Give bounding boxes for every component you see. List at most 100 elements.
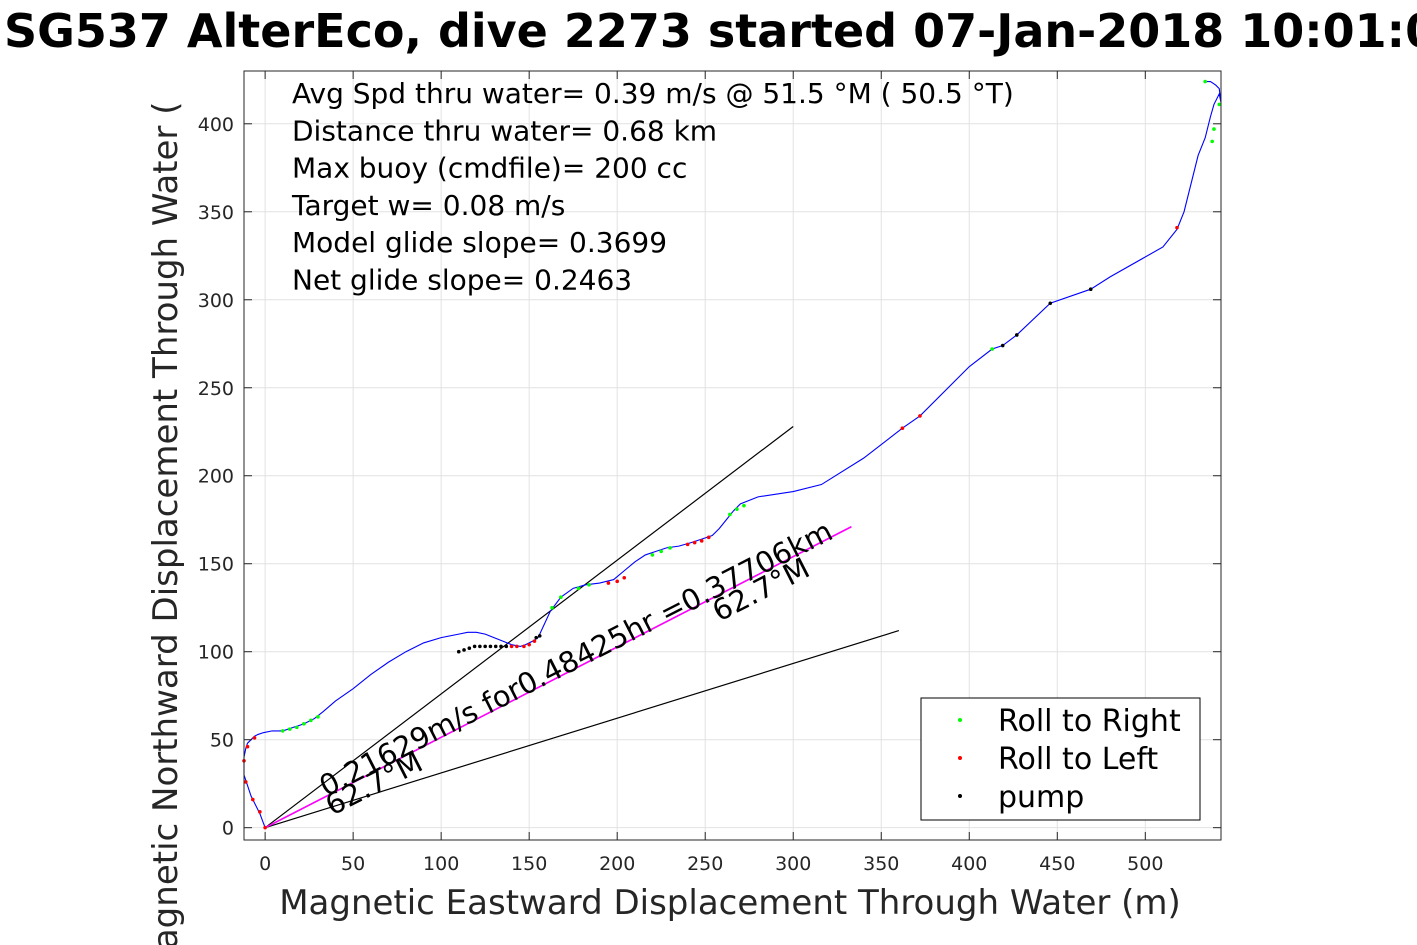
point-roll-to-left <box>699 539 704 543</box>
x-tick-label: 100 <box>423 853 459 875</box>
legend-box <box>920 697 1201 821</box>
annotation-block: Avg Spd thru water= 0.39 m/s @ 51.5 °M (… <box>291 77 1014 297</box>
annotation-line: Distance thru water= 0.68 km <box>292 114 717 147</box>
point-pump <box>534 635 539 640</box>
y-tick-label: 0 <box>222 818 234 840</box>
legend-marker <box>958 794 962 798</box>
legend-label: Roll to Right <box>998 704 1181 739</box>
y-tick-label: 400 <box>198 114 234 136</box>
series-group <box>242 79 1222 830</box>
point-roll-to-left <box>252 736 257 740</box>
point-roll-to-left <box>1175 225 1179 230</box>
reference-lines <box>264 425 900 829</box>
point-roll-to-left <box>245 744 250 749</box>
point-roll-to-right <box>587 583 591 587</box>
legend-label: Roll to Left <box>998 742 1158 777</box>
y-axis-label: Magnetic Northward Displacement Through … <box>146 102 186 945</box>
point-roll-to-right <box>728 512 732 517</box>
point-roll-to-right <box>576 586 581 591</box>
point-roll-to-right <box>668 546 672 550</box>
point-pump <box>483 644 487 649</box>
legend-label: pump <box>998 780 1084 815</box>
legend-marker <box>958 756 962 760</box>
point-roll-to-left <box>532 639 537 643</box>
point-roll-to-right <box>1210 139 1214 144</box>
point-roll-to-right <box>1212 127 1216 131</box>
x-tick-label: 250 <box>687 853 723 875</box>
point-roll-to-left <box>900 426 905 431</box>
annotation-line: Max buoy (cmdfile)= 200 cc <box>292 152 687 185</box>
point-roll-to-left <box>509 644 514 649</box>
point-roll-to-left <box>615 579 619 584</box>
point-pump <box>1000 343 1005 348</box>
x-tick-label: 400 <box>951 853 987 875</box>
point-roll-to-left <box>527 642 531 647</box>
annotation-line: Avg Spd thru water= 0.39 m/s @ 51.5 °M (… <box>292 77 1014 110</box>
point-pump <box>478 644 482 649</box>
chart-title: SG537 AlterEco, dive 2273 started 07-Jan… <box>4 4 1417 58</box>
point-roll-to-right <box>559 595 563 599</box>
point-roll-to-left <box>258 810 262 814</box>
point-pump <box>462 648 466 652</box>
reference-line <box>264 526 852 829</box>
y-tick-label: 50 <box>210 730 234 752</box>
point-pump <box>537 634 542 638</box>
point-pump <box>493 644 498 649</box>
point-roll-to-left <box>243 780 248 784</box>
y-tick-label: 250 <box>198 378 234 400</box>
point-roll-to-right <box>550 605 554 610</box>
plot-frame <box>243 70 1222 841</box>
point-pump <box>1014 333 1019 337</box>
point-pump <box>504 644 509 649</box>
point-roll-to-right <box>316 715 320 719</box>
point-roll-to-left <box>522 644 526 649</box>
point-roll-to-right <box>650 553 655 557</box>
point-roll-to-left <box>918 414 922 418</box>
point-pump <box>1088 287 1093 292</box>
point-roll-to-right <box>742 503 746 508</box>
annotation-line: Net glide slope= 0.2463 <box>292 264 632 297</box>
y-tick-label: 300 <box>198 290 234 312</box>
axis-ticks: 0 50 100 150 200 250 300 350 400 450 500 0 50 100 150 2… <box>198 71 1221 875</box>
point-roll-to-right <box>1203 79 1207 84</box>
x-tick-label: 50 <box>341 853 365 875</box>
point-pump <box>467 646 472 650</box>
point-pump <box>472 644 477 649</box>
point-roll-to-left <box>706 535 711 540</box>
x-tick-label: 0 <box>259 853 271 875</box>
x-tick-label: 350 <box>863 853 899 875</box>
point-roll-to-left <box>251 797 255 802</box>
x-tick-label: 200 <box>599 853 635 875</box>
point-roll-to-right <box>659 549 664 554</box>
point-roll-to-right <box>735 507 739 511</box>
annotation-line: Target w= 0.08 m/s <box>291 189 565 222</box>
point-roll-to-right <box>287 727 292 731</box>
y-tick-label: 200 <box>198 466 234 488</box>
y-tick-label: 150 <box>198 554 234 576</box>
point-roll-to-left <box>515 644 519 649</box>
point-roll-to-left <box>685 542 690 547</box>
point-pump <box>499 644 503 649</box>
annotation-line: Model glide slope= 0.3699 <box>292 226 667 259</box>
y-tick-label: 100 <box>198 642 234 664</box>
x-tick-label: 500 <box>1127 853 1163 875</box>
point-roll-to-right <box>295 725 299 730</box>
point-roll-to-right <box>309 718 313 723</box>
point-roll-to-left <box>606 581 611 585</box>
point-roll-to-left <box>263 825 267 830</box>
y-tick-label: 350 <box>198 202 234 224</box>
point-roll-to-right <box>1217 102 1222 107</box>
legend-marker <box>958 718 962 722</box>
point-roll-to-left <box>692 540 697 545</box>
x-tick-label: 450 <box>1039 853 1075 875</box>
point-roll-to-right <box>990 347 994 351</box>
x-tick-label: 150 <box>511 853 547 875</box>
point-roll-to-right <box>280 729 285 733</box>
point-roll-to-left <box>622 576 627 580</box>
x-axis-label: Magnetic Eastward Displacement Through W… <box>279 883 1181 923</box>
x-tick-label: 300 <box>775 853 811 875</box>
point-pump <box>456 649 461 654</box>
reference-line <box>264 425 794 829</box>
